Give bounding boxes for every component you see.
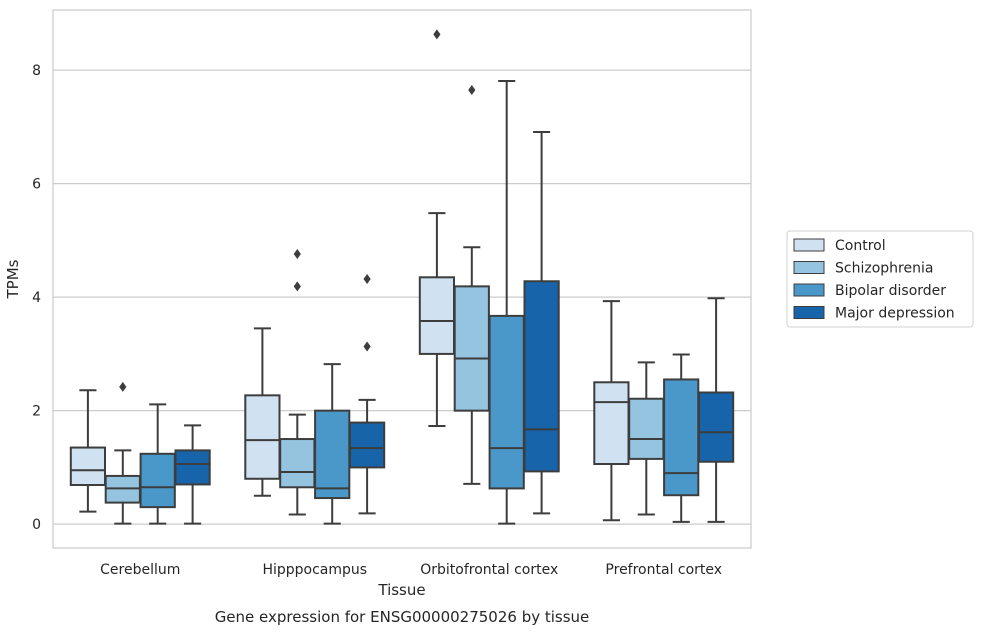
y-tick-label: 4 — [32, 290, 41, 306]
box-0-0 — [69, 389, 107, 513]
y-axis-ticks: 0 2 4 6 8 — [32, 63, 41, 533]
box-1-0 — [244, 327, 281, 497]
outlier-point — [293, 249, 301, 260]
x-tick-label: Cerebellum — [100, 562, 180, 578]
box-iqr — [314, 409, 351, 500]
boxes — [69, 29, 735, 525]
box-iqr — [488, 314, 525, 490]
outlier-point — [433, 29, 441, 40]
box-iqr — [244, 394, 281, 480]
box-iqr — [418, 276, 456, 355]
legend-label: Bipolar disorder — [835, 283, 946, 299]
x-tick-label: Hipppocampus — [262, 562, 367, 578]
box-3-0 — [593, 300, 630, 522]
legend-swatch — [793, 306, 825, 319]
legend-frame — [786, 230, 974, 328]
box-1-3 — [348, 274, 386, 515]
box-2-0 — [418, 29, 456, 427]
box-iqr — [174, 449, 211, 486]
box-0-3 — [174, 424, 211, 525]
x-tick-label: Orbitofrontal cortex — [420, 562, 558, 578]
box-0-2 — [139, 403, 176, 525]
chart-caption: Gene expression for ENSG00000275026 by t… — [215, 608, 590, 626]
outlier-point — [293, 281, 301, 292]
y-axis-label: TPMs — [4, 259, 22, 299]
box-iqr — [348, 421, 386, 469]
y-tick-label: 0 — [32, 517, 41, 533]
legend-swatch — [793, 261, 825, 274]
outlier-point — [363, 341, 371, 352]
legend-label: Major depression — [835, 306, 955, 322]
box-3-3 — [697, 297, 735, 523]
legend-swatch — [793, 283, 825, 297]
outlier-point — [468, 85, 476, 96]
legend-label: Control — [835, 238, 886, 254]
box-3-1 — [628, 361, 665, 516]
box-iqr — [663, 378, 700, 497]
box-iqr — [453, 285, 490, 412]
y-tick-label: 8 — [32, 63, 41, 79]
box-1-2 — [314, 363, 351, 525]
legend: Control Schizophrenia Bipolar disorder Majo… — [786, 230, 974, 328]
x-tick-label: Prefrontal cortex — [605, 562, 722, 578]
x-axis-label: Tissue — [377, 581, 425, 599]
outlier-point — [363, 274, 371, 284]
x-axis-ticks: Cerebellum Hipppocampus Orbitofrontal cort… — [100, 562, 722, 578]
box-3-2 — [663, 353, 700, 523]
box-iqr — [69, 446, 107, 487]
box-iqr — [279, 438, 316, 489]
box-1-1 — [279, 249, 316, 516]
box-0-1 — [104, 381, 141, 525]
box-iqr — [697, 391, 735, 463]
legend-swatch — [793, 238, 825, 252]
box-2-2 — [488, 79, 525, 525]
box-iqr — [628, 397, 665, 460]
box-iqr — [139, 452, 176, 509]
y-tick-label: 2 — [32, 404, 41, 420]
legend-label: Schizophrenia — [835, 261, 933, 277]
box-2-3 — [523, 131, 560, 515]
box-iqr — [523, 280, 560, 473]
outlier-point — [119, 381, 127, 392]
box-iqr — [593, 381, 630, 466]
y-tick-label: 6 — [32, 177, 41, 193]
